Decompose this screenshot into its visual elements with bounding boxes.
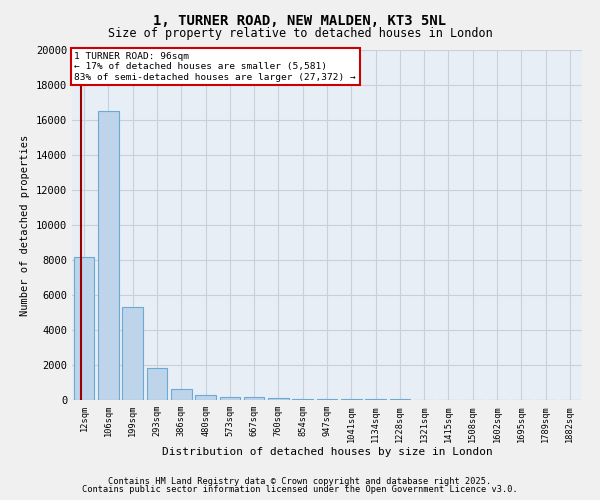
Bar bbox=[292, 398, 313, 400]
Bar bbox=[341, 399, 362, 400]
Bar bbox=[268, 398, 289, 400]
Bar bbox=[317, 399, 337, 400]
Bar bbox=[122, 307, 143, 400]
Bar bbox=[146, 368, 167, 400]
Bar bbox=[195, 395, 216, 400]
Text: 1 TURNER ROAD: 96sqm
← 17% of detached houses are smaller (5,581)
83% of semi-de: 1 TURNER ROAD: 96sqm ← 17% of detached h… bbox=[74, 52, 356, 82]
Text: Size of property relative to detached houses in London: Size of property relative to detached ho… bbox=[107, 28, 493, 40]
X-axis label: Distribution of detached houses by size in London: Distribution of detached houses by size … bbox=[161, 447, 493, 457]
Text: Contains HM Land Registry data © Crown copyright and database right 2025.: Contains HM Land Registry data © Crown c… bbox=[109, 477, 491, 486]
Text: Contains public sector information licensed under the Open Government Licence v3: Contains public sector information licen… bbox=[82, 485, 518, 494]
Bar bbox=[220, 396, 240, 400]
Bar bbox=[98, 112, 119, 400]
Bar bbox=[171, 388, 191, 400]
Y-axis label: Number of detached properties: Number of detached properties bbox=[20, 134, 31, 316]
Bar bbox=[244, 398, 265, 400]
Text: 1, TURNER ROAD, NEW MALDEN, KT3 5NL: 1, TURNER ROAD, NEW MALDEN, KT3 5NL bbox=[154, 14, 446, 28]
Bar bbox=[74, 256, 94, 400]
